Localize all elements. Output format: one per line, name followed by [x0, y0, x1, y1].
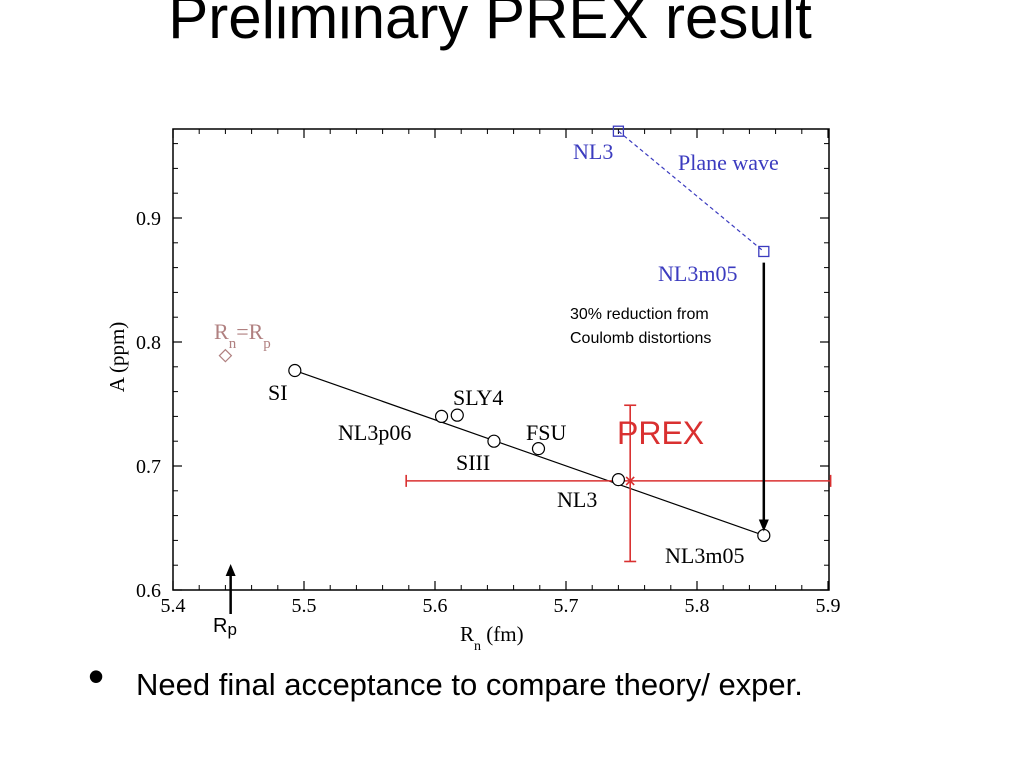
x-tick-label: 5.9 [816, 595, 841, 617]
model-point-label: SIII [456, 450, 490, 475]
y-tick-label: 0.6 [136, 580, 161, 602]
model-point [450, 408, 464, 422]
rn-eq-rp-marker [218, 348, 233, 363]
annotation-text: 30% reduction from [570, 306, 709, 323]
bullet-dot: • [88, 650, 105, 702]
plane-wave-legend: Plane wave [678, 150, 779, 175]
model-point [611, 473, 626, 487]
bullet-text: Need final acceptance to compare theory/… [136, 667, 803, 702]
prex-point [625, 476, 635, 486]
plane-wave-point [758, 245, 770, 258]
annotation-text: Coulomb distortions [570, 330, 711, 347]
model-point-label: NL3p06 [338, 420, 411, 445]
model-point [487, 434, 501, 448]
model-point-label: FSU [526, 420, 566, 445]
rn-eq-rp-label: Rn=Rp [214, 319, 271, 352]
x-axis-label: Rn (fm) [460, 622, 524, 654]
model-point-label: SLY4 [453, 385, 503, 410]
rp-label: Rp [213, 615, 237, 639]
model-point [757, 528, 771, 543]
model-point-label: SI [268, 380, 288, 405]
model-point [288, 363, 302, 378]
plane-wave-point-label: NL3 [573, 139, 613, 164]
model-point-label: NL3 [557, 487, 597, 512]
x-tick-label: 5.5 [292, 595, 317, 617]
y-tick-label: 0.8 [136, 332, 161, 354]
slide-title: Preliminary PREX result [168, 0, 812, 51]
model-point [434, 409, 449, 423]
y-tick-label: 0.7 [136, 456, 161, 478]
x-tick-label: 5.8 [685, 595, 710, 617]
x-tick-label: 5.7 [554, 595, 579, 617]
plane-wave-point [612, 125, 625, 137]
plane-wave-point-label: NL3m05 [658, 261, 737, 286]
plot-frame [172, 128, 830, 591]
x-tick-label: 5.6 [423, 595, 448, 617]
model-point [531, 442, 546, 456]
prex-label: PREX [617, 415, 704, 451]
x-tick-label: 5.4 [161, 595, 186, 617]
y-axis-label: A (ppm) [105, 322, 129, 393]
y-tick-label: 0.9 [136, 208, 161, 230]
plane-wave-line [618, 130, 765, 252]
model-point-label: NL3m05 [665, 543, 744, 568]
model-fit-line [294, 369, 765, 537]
